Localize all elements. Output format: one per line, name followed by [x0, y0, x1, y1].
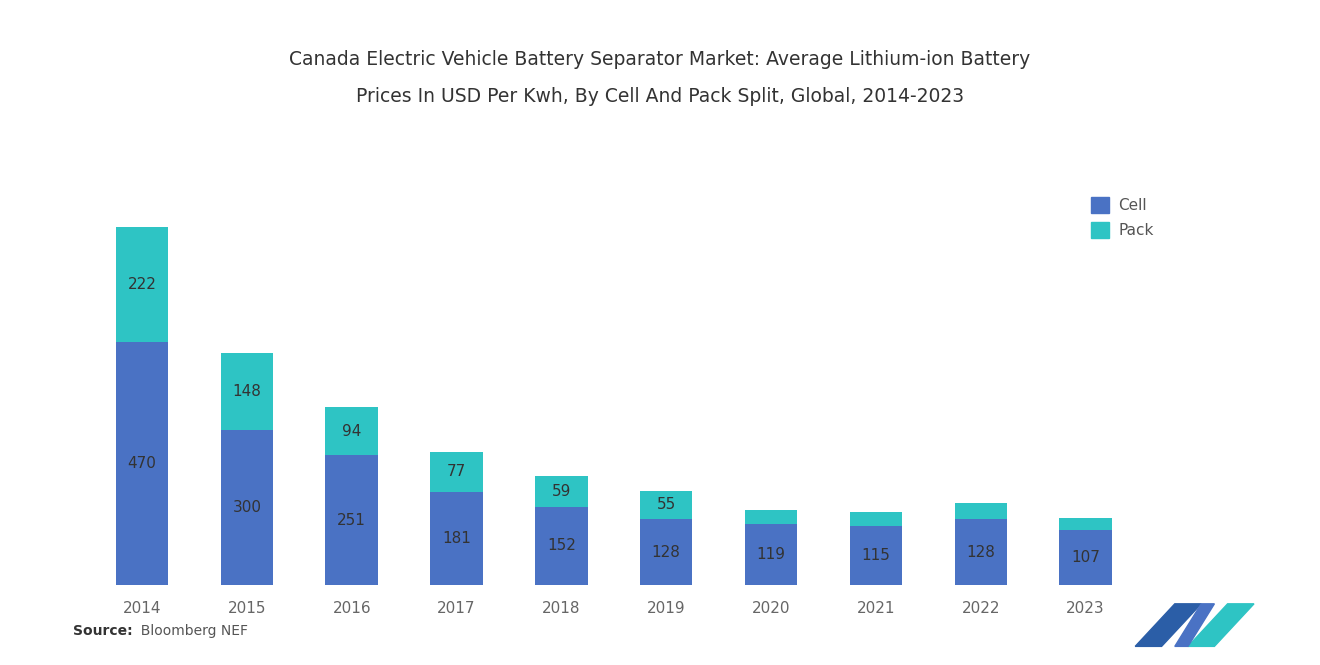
- Bar: [430, 491, 483, 585]
- Polygon shape: [1135, 604, 1201, 646]
- Text: 128: 128: [652, 545, 681, 560]
- Text: 222: 222: [128, 277, 157, 292]
- Text: Prices In USD Per Kwh, By Cell And Pack Split, Global, 2014-2023: Prices In USD Per Kwh, By Cell And Pack …: [356, 87, 964, 106]
- Bar: [744, 510, 797, 523]
- Bar: [1060, 519, 1111, 530]
- Polygon shape: [1175, 604, 1214, 646]
- Bar: [535, 476, 587, 507]
- Text: 181: 181: [442, 531, 471, 546]
- Bar: [640, 491, 693, 519]
- Legend: Cell, Pack: Cell, Pack: [1092, 197, 1154, 238]
- Text: 107: 107: [1071, 550, 1100, 565]
- Bar: [1060, 530, 1111, 585]
- Text: 300: 300: [232, 500, 261, 515]
- Text: 119: 119: [756, 547, 785, 562]
- Bar: [430, 452, 483, 491]
- Bar: [326, 407, 378, 456]
- Bar: [220, 354, 273, 430]
- Text: 77: 77: [447, 464, 466, 479]
- Bar: [850, 526, 902, 585]
- Text: Bloomberg NEF: Bloomberg NEF: [132, 624, 248, 638]
- Bar: [326, 456, 378, 585]
- Bar: [116, 342, 168, 585]
- Bar: [116, 227, 168, 342]
- Text: 251: 251: [337, 513, 366, 528]
- Bar: [535, 507, 587, 585]
- Text: 115: 115: [862, 548, 891, 563]
- Text: 55: 55: [656, 497, 676, 512]
- Text: Source:: Source:: [73, 624, 132, 638]
- Bar: [954, 519, 1007, 585]
- Bar: [954, 503, 1007, 519]
- Bar: [850, 512, 902, 526]
- Text: 94: 94: [342, 424, 362, 439]
- Text: 148: 148: [232, 384, 261, 399]
- Bar: [744, 523, 797, 585]
- Text: Canada Electric Vehicle Battery Separator Market: Average Lithium-ion Battery: Canada Electric Vehicle Battery Separato…: [289, 51, 1031, 69]
- Text: 152: 152: [546, 539, 576, 553]
- Text: 470: 470: [128, 456, 157, 471]
- Text: 128: 128: [966, 545, 995, 560]
- Bar: [220, 430, 273, 585]
- Text: 59: 59: [552, 484, 572, 499]
- Polygon shape: [1188, 604, 1254, 646]
- Bar: [640, 519, 693, 585]
